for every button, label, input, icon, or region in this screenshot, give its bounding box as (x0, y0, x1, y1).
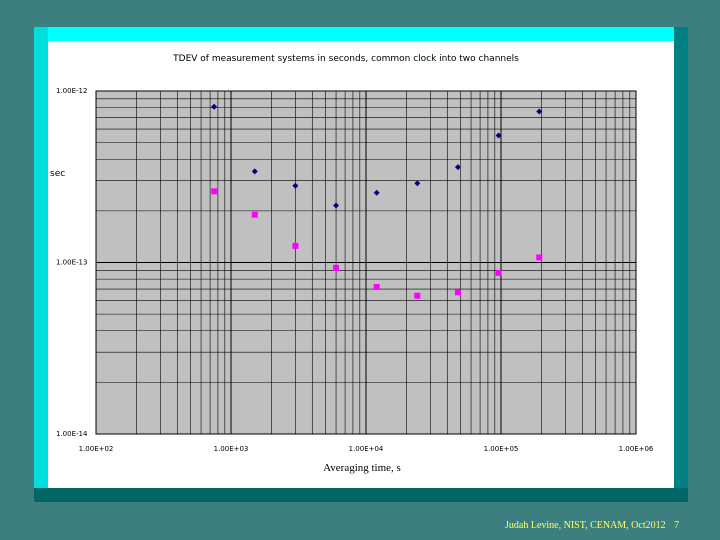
data-point-series-1 (211, 103, 218, 110)
data-point-series-2 (373, 283, 380, 290)
data-point-series-2 (536, 254, 543, 261)
x-tick-label: 1.00E+06 (619, 445, 654, 453)
slide-footer: Judah Levine, NIST, CENAM, Oct2012 7 (505, 520, 679, 531)
page-number: 7 (674, 520, 680, 531)
y-axis-label: sec (50, 169, 65, 179)
data-point-series-2 (414, 292, 421, 299)
y-axis-label-box (48, 161, 86, 196)
data-point-series-2 (292, 242, 299, 249)
frame-top-bevel (34, 27, 688, 41)
data-point-series-2 (251, 211, 258, 218)
y-tick-label: 1.00E-12 (56, 87, 87, 95)
data-point-series-1 (333, 202, 340, 209)
frame-right-bevel (674, 27, 688, 502)
data-point-series-1 (292, 182, 299, 189)
y-tick-label: 1.00E-13 (56, 259, 87, 267)
data-point-series-2 (333, 264, 340, 271)
data-point-series-1 (414, 180, 421, 187)
x-axis-label: Averaging time, s (323, 462, 401, 474)
x-tick-label: 1.00E+04 (349, 445, 384, 453)
frame-bottom-bevel (34, 488, 688, 502)
chart-area: TDEV of measurement systems in seconds, … (48, 41, 674, 488)
data-point-series-1 (251, 168, 258, 175)
axis-tick-labels: 1.00E+02 1.00E+03 1.00E+04 1.00E+05 1.00E+06… (56, 87, 654, 453)
frame-left-bevel (34, 27, 48, 502)
chart-svg: TDEV of measurement systems in seconds, … (48, 54, 654, 474)
x-tick-label: 1.00E+02 (79, 445, 114, 453)
grid-lines (95, 91, 636, 435)
chart-title: TDEV of measurement systems in seconds, … (172, 54, 519, 64)
data-point-series-2 (454, 289, 461, 296)
data-point-series-2 (495, 269, 502, 276)
data-point-series-1 (373, 189, 380, 196)
data-marks (211, 103, 543, 299)
data-point-series-2 (211, 188, 218, 195)
x-tick-label: 1.00E+03 (214, 445, 249, 453)
x-tick-label: 1.00E+05 (484, 445, 519, 453)
footer-credit: Judah Levine, NIST, CENAM, Oct2012 (505, 520, 666, 531)
data-point-series-1 (454, 164, 461, 171)
y-tick-label: 1.00E-14 (56, 430, 88, 438)
data-point-series-1 (536, 108, 543, 115)
data-point-series-1 (495, 132, 502, 139)
